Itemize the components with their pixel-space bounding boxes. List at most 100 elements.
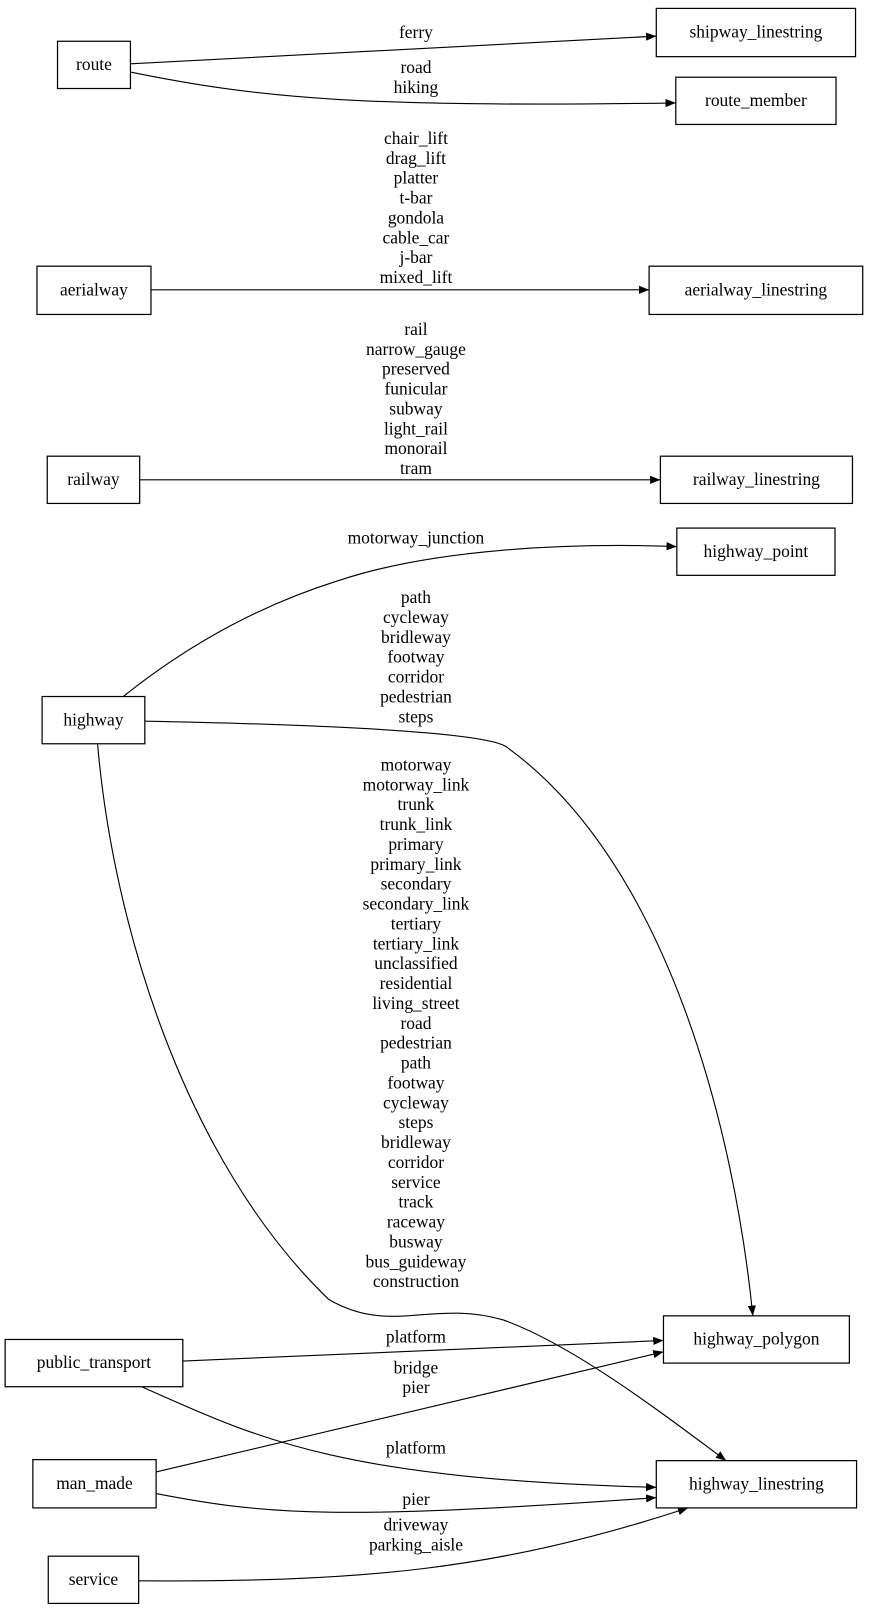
node-label: public_transport [37, 1352, 152, 1372]
edge-label: steps [398, 706, 433, 726]
node-label: shipway_linestring [690, 22, 823, 42]
edge-label: rail [404, 319, 427, 339]
node-box [56, 40, 132, 90]
edge-label: tertiary_link [373, 933, 460, 953]
node-route: route [56, 40, 132, 90]
edge-label: bus_guideway [366, 1251, 467, 1271]
edge-line [97, 743, 727, 1462]
edge-label: pedestrian [380, 1033, 452, 1053]
node-box [36, 265, 152, 316]
node-label: railway_linestring [693, 469, 820, 489]
edge-label: track [399, 1192, 434, 1212]
node-label: highway_polygon [693, 1329, 819, 1349]
node-box [648, 265, 864, 316]
node-man-made: man_made [32, 1459, 157, 1509]
node-box [659, 455, 854, 505]
edge-label: footway [387, 647, 444, 667]
edge-label: bridge [394, 1357, 439, 1377]
node-route-member: route_member [675, 76, 837, 126]
edge-label: living_street [372, 993, 459, 1013]
node-label: highway [63, 709, 123, 729]
node-label: aerialway_linestring [685, 279, 828, 299]
edge-aerialway-to-aerialway_linestring: chair_liftdrag_liftplattert-bargondolaca… [150, 128, 650, 294]
edge-label: busway [389, 1231, 443, 1251]
edge-label: narrow_gauge [366, 339, 466, 359]
edge-label: platform [386, 1327, 447, 1347]
node-railway: railway [46, 455, 141, 505]
node-service: service [47, 1555, 140, 1605]
edge-label: mixed_lift [380, 267, 453, 287]
edge-line [141, 1386, 657, 1492]
edge-label: residential [380, 973, 453, 993]
edge-label: service [391, 1172, 441, 1192]
edge-label: unclassified [374, 953, 458, 973]
edge-route-to-shipway_linestring: ferry [130, 22, 657, 65]
edge-line [130, 71, 676, 108]
node-label: route_member [705, 90, 807, 110]
edge-label: road [400, 1013, 431, 1033]
node-shipway-linestring: shipway_linestring [655, 7, 857, 58]
node-box [675, 76, 837, 126]
edge-label: steps [398, 1112, 433, 1132]
node-label: route [76, 54, 112, 74]
edge-line [144, 720, 756, 1316]
edge-highway-to-highway_polygon: pathcyclewaybridlewayfootwaycorridorpede… [144, 587, 756, 1316]
edge-label: trunk_link [380, 814, 453, 834]
node-box [662, 1315, 850, 1364]
edge-line [138, 1507, 689, 1582]
edge-label: pier [402, 1489, 429, 1509]
node-public-transport: public_transport [4, 1338, 184, 1388]
node-label: aerialway [60, 279, 128, 299]
edge-label: subway [389, 398, 443, 418]
node-label: highway_point [704, 541, 809, 561]
edge-label: cycleway [383, 607, 449, 627]
node-box [47, 1555, 140, 1605]
edge-label: cable_car [383, 227, 450, 247]
edge-line [122, 542, 677, 697]
edge-label: motorway_link [363, 774, 470, 794]
edge-label: path [401, 1053, 431, 1073]
edge-label: funicular [384, 379, 447, 399]
edge-label: drag_lift [386, 148, 446, 168]
edge-label: tram [400, 458, 432, 478]
node-highway-point: highway_point [676, 527, 836, 576]
edge-railway-to-railway_linestring: railnarrow_gaugepreservedfunicularsubway… [139, 319, 661, 484]
edge-highway-to-highway_linestring: motorwaymotorway_linktrunktrunk_linkprim… [97, 743, 727, 1462]
edge-highway-to-highway_point: motorway_junction [122, 527, 677, 697]
edge-label: monorail [384, 438, 447, 458]
edge-line [130, 32, 657, 65]
node-box [655, 7, 857, 58]
edge-label: path [401, 587, 431, 607]
edge-line [155, 1350, 664, 1473]
edge-label: raceway [387, 1212, 445, 1232]
edge-label: motorway_junction [348, 527, 485, 547]
edge-public_transport-to-highway_polygon: platform [182, 1327, 664, 1362]
node-box [4, 1338, 184, 1388]
node-box [676, 527, 836, 576]
node-box [41, 695, 146, 745]
edge-label: secondary_link [363, 894, 470, 914]
node-label: service [69, 1569, 119, 1589]
node-box [655, 1460, 858, 1509]
edge-label: corridor [388, 1152, 444, 1172]
edge-label: light_rail [384, 418, 448, 438]
edge-label: pier [402, 1377, 429, 1397]
node-box [46, 455, 141, 505]
edge-label: hiking [394, 77, 439, 97]
node-railway-linestring: railway_linestring [659, 455, 854, 505]
node-highway-polygon: highway_polygon [662, 1315, 850, 1364]
edge-label: road [400, 57, 431, 77]
edge-label: bridleway [381, 1132, 451, 1152]
edge-label: construction [373, 1271, 460, 1291]
edge-label: primary_link [370, 854, 461, 874]
edge-public_transport-to-highway_linestring: platform [141, 1386, 657, 1492]
edge-line [156, 1492, 657, 1513]
node-box [32, 1459, 157, 1509]
edge-label: platter [394, 168, 439, 188]
edge-label: platform [386, 1437, 447, 1457]
edge-label: chair_lift [384, 128, 448, 148]
edge-label: pedestrian [380, 686, 452, 706]
